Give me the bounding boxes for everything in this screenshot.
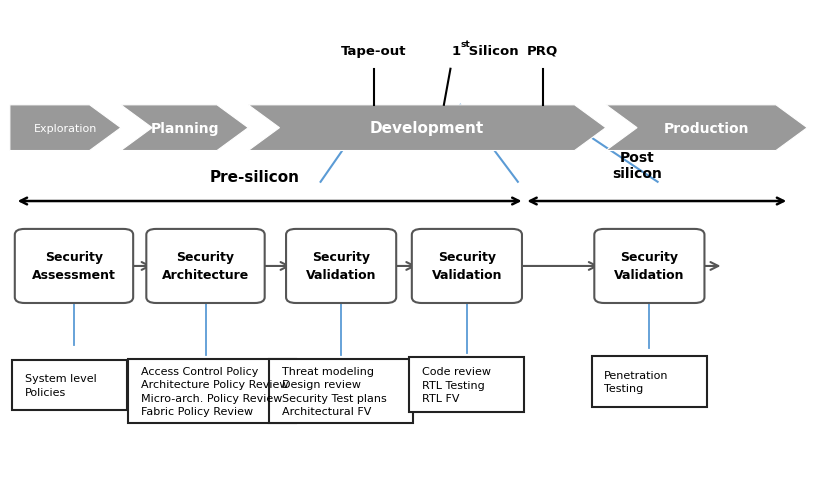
FancyBboxPatch shape bbox=[594, 229, 704, 303]
FancyBboxPatch shape bbox=[286, 229, 396, 303]
Text: st: st bbox=[460, 40, 470, 49]
FancyBboxPatch shape bbox=[128, 359, 297, 424]
Polygon shape bbox=[121, 106, 248, 151]
FancyBboxPatch shape bbox=[12, 360, 127, 410]
Text: Exploration: Exploration bbox=[34, 123, 97, 133]
Text: Pre-silicon: Pre-silicon bbox=[210, 170, 300, 185]
FancyBboxPatch shape bbox=[409, 357, 524, 412]
Text: Development: Development bbox=[370, 121, 484, 136]
Text: Code review
RTL Testing
RTL FV: Code review RTL Testing RTL FV bbox=[422, 366, 491, 404]
Polygon shape bbox=[10, 106, 121, 151]
Text: Security
Validation: Security Validation bbox=[306, 251, 376, 282]
FancyBboxPatch shape bbox=[592, 356, 707, 407]
FancyBboxPatch shape bbox=[269, 359, 413, 424]
Text: PRQ: PRQ bbox=[527, 45, 558, 58]
FancyBboxPatch shape bbox=[412, 229, 522, 303]
FancyBboxPatch shape bbox=[15, 229, 133, 303]
Text: Security
Validation: Security Validation bbox=[614, 251, 685, 282]
Polygon shape bbox=[248, 106, 606, 151]
Text: 1: 1 bbox=[451, 45, 460, 58]
Text: Access Control Policy
Architecture Policy Review
Micro-arch. Policy Review
Fabri: Access Control Policy Architecture Polic… bbox=[141, 366, 288, 417]
Text: Post
silicon: Post silicon bbox=[612, 151, 662, 181]
Text: Security
Assessment: Security Assessment bbox=[32, 251, 116, 282]
Polygon shape bbox=[606, 106, 807, 151]
Text: Silicon: Silicon bbox=[464, 45, 519, 58]
FancyBboxPatch shape bbox=[146, 229, 265, 303]
Text: Planning: Planning bbox=[150, 121, 219, 135]
Text: Threat modeling
Design review
Security Test plans
Architectural FV: Threat modeling Design review Security T… bbox=[282, 366, 386, 417]
Text: Security
Architecture: Security Architecture bbox=[162, 251, 249, 282]
Text: Security
Validation: Security Validation bbox=[432, 251, 502, 282]
Text: System level
Policies: System level Policies bbox=[25, 373, 96, 397]
Text: Tape-out: Tape-out bbox=[341, 45, 407, 58]
Text: Penetration
Testing: Penetration Testing bbox=[604, 370, 668, 394]
Text: Production: Production bbox=[663, 121, 750, 135]
